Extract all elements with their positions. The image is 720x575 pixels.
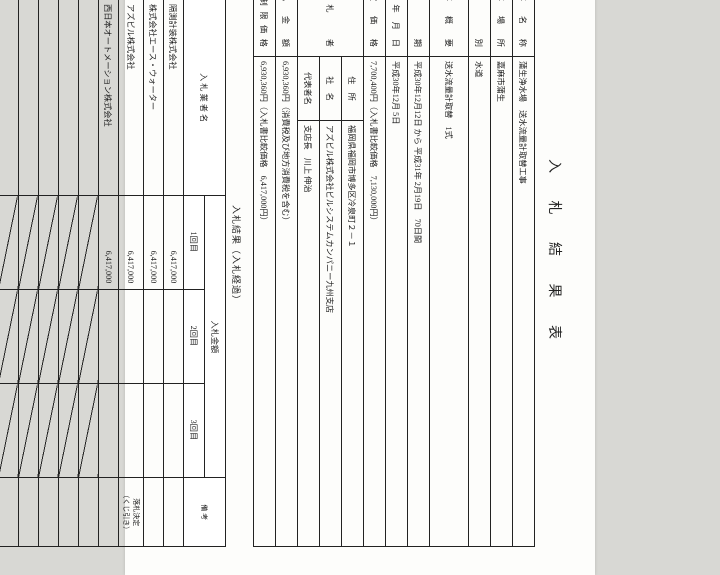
cell — [39, 477, 59, 546]
sublabel: 代表者名 — [298, 56, 320, 120]
cell: 隔測計装株式会社 — [164, 0, 184, 195]
cell — [19, 0, 39, 195]
cell — [0, 383, 19, 477]
cell — [19, 477, 39, 546]
page-title: 入 札 結 果 表 — [545, 0, 565, 547]
cell: 落札決定 （くじ引き） — [119, 477, 144, 546]
cell — [79, 289, 99, 383]
cell — [59, 383, 79, 477]
value: 6,930,360円（入札書比較価格 6,417,000円） — [254, 56, 276, 546]
cell — [39, 0, 59, 195]
cell — [39, 195, 59, 289]
value: 平成30年12月 5日 — [386, 56, 408, 546]
table-row: 1隔測計装株式会社6,417,000 — [164, 0, 184, 546]
value: 平成30年12月12日 から 平成31年 2月19日 70日間 — [408, 56, 430, 546]
cell — [119, 289, 144, 383]
cell — [0, 289, 19, 383]
value: 支店長 川上 伸治 — [298, 120, 320, 546]
table-row: 2株式会社エース・ウォーター6,417,000 — [144, 0, 164, 546]
label: 工期 — [408, 0, 430, 56]
cell — [144, 289, 164, 383]
value: アズビル株式会社ビルシステムカンパニー九州支店 — [320, 120, 342, 546]
table-row: 6 — [59, 0, 79, 546]
value: 6,930,360円（消費税及び地方消費税を含む） — [276, 56, 298, 546]
cell — [79, 0, 99, 195]
cell — [79, 477, 99, 546]
label: 工事名称 — [513, 0, 535, 56]
document-sheet: 入 札 結 果 表 工事名称 蒲生浄水場 送水流量計取替工事 工事場所 嘉麻市蒲… — [125, 0, 595, 575]
col-amount-group: 入札金額 — [205, 195, 226, 477]
col-round3: 3回目 — [184, 383, 205, 477]
cell — [0, 0, 19, 195]
label: 最低制限価格 — [254, 0, 276, 56]
cell — [19, 383, 39, 477]
table-row: 5 — [79, 0, 99, 546]
cell — [59, 195, 79, 289]
col-round2: 2回目 — [184, 289, 205, 383]
col-round1: 1回目 — [184, 195, 205, 289]
cell — [59, 477, 79, 546]
bids-table: No. 入 札 業 者 名 入札金額 備 考 1回目 2回目 3回目 1隔測計装… — [0, 0, 226, 547]
cell — [99, 477, 119, 546]
cell — [39, 289, 59, 383]
value: 蒲生浄水場 送水流量計取替工事 — [513, 56, 535, 546]
cell — [119, 383, 144, 477]
value: 送水流量計取替 1式 — [430, 56, 469, 546]
table-row: 7 — [39, 0, 59, 546]
value: 嘉麻市蒲生 — [491, 56, 513, 546]
cell — [144, 477, 164, 546]
table-row: 4西日本オートメーション株式会社6,417,000 — [99, 0, 119, 546]
table-row: 3アズビル株式会社6,417,000落札決定 （くじ引き） — [119, 0, 144, 546]
cell: 西日本オートメーション株式会社 — [99, 0, 119, 195]
cell — [144, 383, 164, 477]
cell: 6,417,000 — [119, 195, 144, 289]
cell — [59, 289, 79, 383]
cell: アズビル株式会社 — [119, 0, 144, 195]
col-name: 入 札 業 者 名 — [184, 0, 226, 195]
table-row: 8 — [19, 0, 39, 546]
label: 種別 — [469, 0, 491, 56]
cell: 6,417,000 — [99, 195, 119, 289]
sublabel: 社 名 — [320, 56, 342, 120]
cell — [39, 383, 59, 477]
cell — [164, 477, 184, 546]
cell — [0, 195, 19, 289]
cell — [99, 289, 119, 383]
summary-table: 工事名称 蒲生浄水場 送水流量計取替工事 工事場所 嘉麻市蒲生 種別 水道 工事… — [253, 0, 535, 547]
label: 予定価格 — [364, 0, 386, 56]
cell — [164, 383, 184, 477]
value: 水道 — [469, 56, 491, 546]
cell — [79, 195, 99, 289]
cell — [59, 0, 79, 195]
table-row: 9 — [0, 0, 19, 546]
cell: 株式会社エース・ウォーター — [144, 0, 164, 195]
value: 7,700,400円（入札書比較価格 7,130,000円） — [364, 56, 386, 546]
label: 落札金額 — [276, 0, 298, 56]
label: 工事概要 — [430, 0, 469, 56]
bids-subtitle: 入札結果（入札経過） — [230, 0, 243, 547]
cell — [164, 289, 184, 383]
cell — [99, 383, 119, 477]
label: 工事場所 — [491, 0, 513, 56]
cell — [19, 289, 39, 383]
label: 落札者 — [298, 0, 364, 56]
col-remark: 備 考 — [184, 477, 226, 546]
cell — [19, 195, 39, 289]
cell — [79, 383, 99, 477]
cell — [0, 477, 19, 546]
value: 福岡県福岡市博多区冷泉町２－１ — [342, 120, 364, 546]
cell: 6,417,000 — [164, 195, 184, 289]
label: 入札年月日 — [386, 0, 408, 56]
sublabel: 住 所 — [342, 56, 364, 120]
cell: 6,417,000 — [144, 195, 164, 289]
